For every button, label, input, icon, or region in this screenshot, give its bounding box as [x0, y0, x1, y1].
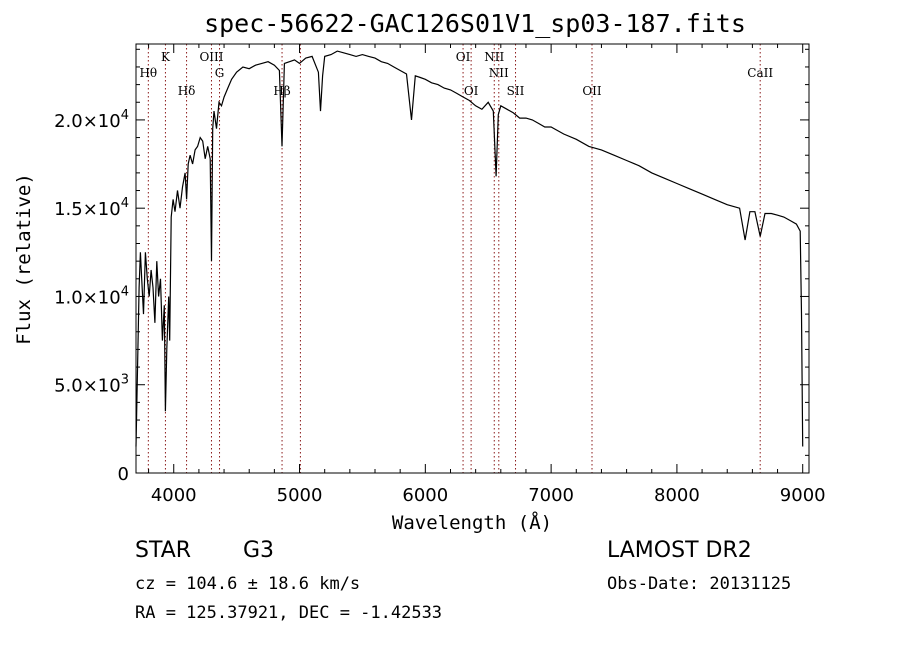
emission-lines	[147, 44, 761, 473]
plot-frame	[135, 43, 810, 474]
line-label-caii-8662: CaII	[747, 66, 773, 80]
chart-title: spec-56622-GAC126S01V1_sp03-187.fits	[204, 9, 746, 38]
x-axis-ticks: 4000 5000 6000 7000 8000 9000	[148, 44, 826, 506]
x-tick-label-6000: 6000	[402, 485, 448, 506]
line-label-g-4364: G	[215, 66, 225, 80]
line-label-nii-6548: NII	[484, 50, 504, 64]
x-tick-label-8000: 8000	[654, 485, 700, 506]
line-label-h-3798: Hθ	[139, 66, 157, 80]
coordinates: RA = 125.37921, DEC = -1.42533	[135, 603, 443, 623]
x-tick-label-7000: 7000	[528, 485, 574, 506]
y-tick-label-20000: 2.0×104	[54, 108, 129, 132]
y-axis-label: Flux (relative)	[13, 173, 35, 345]
line-label-k-3934: K	[161, 50, 171, 64]
line-label-nii-6584: NII	[489, 66, 509, 80]
series-line-flux	[135, 50, 804, 447]
line-label-oi-6300: OI	[456, 50, 471, 64]
object-class: STAR	[135, 538, 192, 563]
emission-line-labels: Hθ K Hδ OIII G Hβ OI OI NII NII SII OII CaII	[139, 50, 773, 98]
line-label-sii-6717: SII	[507, 84, 525, 98]
y-tick-exponent: 3	[121, 373, 129, 388]
y-tick-label-0: 0	[118, 464, 129, 485]
y-tick-exponent: 4	[121, 284, 129, 299]
y-tick-exponent: 4	[121, 196, 129, 211]
x-tick-label-9000: 9000	[780, 485, 826, 506]
line-label-h-4861: Hβ	[273, 84, 290, 98]
y-tick-label-5000: 5.0×103	[54, 373, 129, 397]
line-label-oii-7325: OII	[582, 84, 602, 98]
line-label-h-4102: Hδ	[178, 84, 196, 98]
x-axis-label: Wavelength (Å)	[392, 511, 552, 534]
y-axis-ticks: 0 5.0×103 1.0×104 1.5×104 2.0×104	[54, 48, 809, 485]
spectral-subclass: G3	[243, 538, 275, 563]
x-tick-label-5000: 5000	[277, 485, 323, 506]
x-tick-label-4000: 4000	[151, 485, 197, 506]
y-tick-label-15000: 1.5×104	[54, 196, 129, 220]
line-label-oi-6364: OI	[464, 84, 479, 98]
observation-date: Obs-Date: 20131125	[607, 574, 792, 594]
line-label-oiii-4300: OIII	[199, 50, 223, 64]
y-tick-exponent: 4	[121, 108, 129, 123]
y-tick-label-10000: 1.0×104	[54, 284, 129, 308]
redshift-velocity: cz = 104.6 ± 18.6 km/s	[135, 574, 361, 594]
survey-label: LAMOST DR2	[607, 538, 752, 563]
